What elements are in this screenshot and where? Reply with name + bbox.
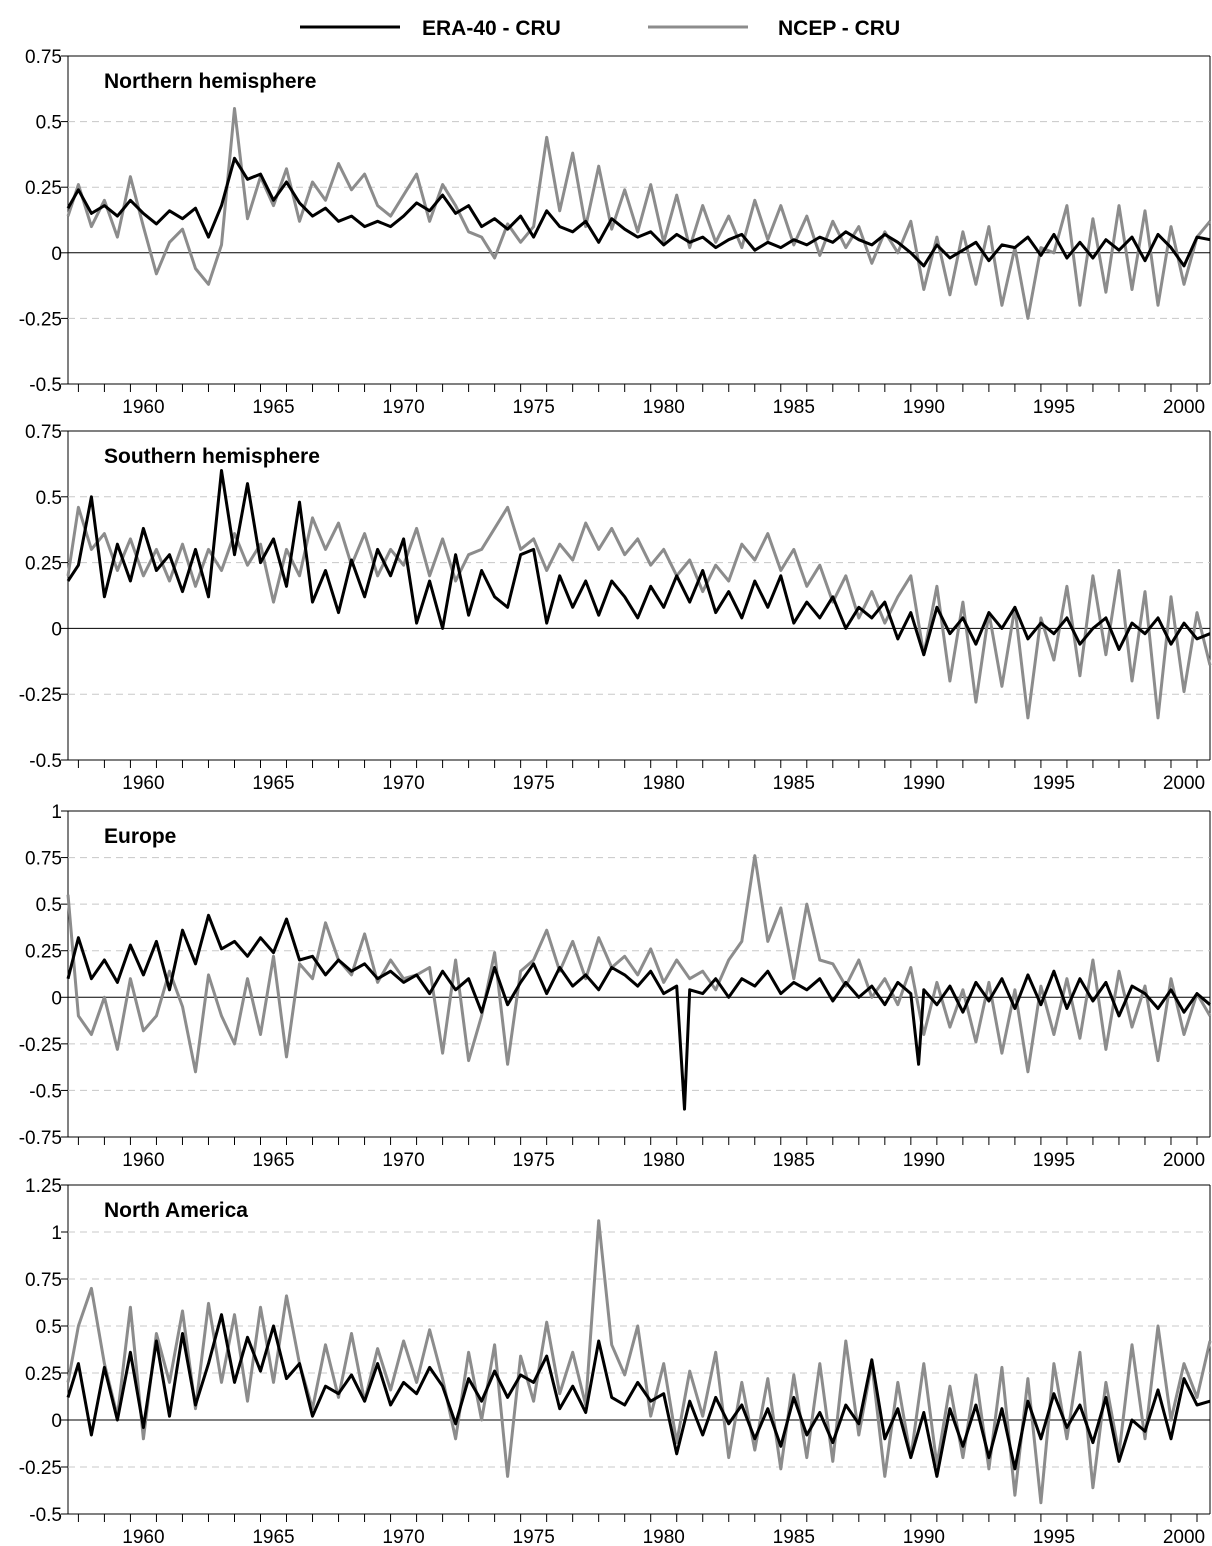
- y-tick-label: 1.25: [25, 1176, 62, 1197]
- chart-panel-1: -0.5 -0.25 0 0.25 0.5 0.75 1960 1965 1970 1975 198…: [19, 422, 1212, 794]
- series-line-era40-cru: [66, 1313, 1211, 1478]
- x-tick-label: 1975: [513, 1527, 555, 1546]
- x-tick-label: 1995: [1033, 1527, 1075, 1546]
- y-tick-label: 0.25: [25, 942, 62, 963]
- y-tick-label: 0: [51, 619, 62, 640]
- legend-label-ncep: NCEP - CRU: [778, 17, 900, 40]
- panel-title: Southern hemisphere: [104, 445, 320, 468]
- x-tick-label: 1970: [382, 397, 424, 418]
- y-tick-label: -0.25: [19, 1035, 62, 1056]
- x-tick-label: 1980: [643, 397, 685, 418]
- panel-title: North America: [104, 1199, 248, 1222]
- x-tick-label: 2000: [1163, 1150, 1205, 1171]
- y-tick-label: 0: [51, 244, 62, 265]
- x-tick-label: 1985: [773, 1527, 815, 1546]
- chart-panel-2: -0.75 -0.5 -0.25 0 0.25 0.5 0.75 1 1960 1965 1970 1…: [19, 802, 1212, 1171]
- x-tick-label: 1980: [643, 1527, 685, 1546]
- y-tick-label: -0.5: [29, 375, 62, 396]
- x-tick-label: 1995: [1033, 397, 1075, 418]
- legend: ERA-40 - CRU NCEP - CRU: [300, 17, 900, 40]
- y-tick-label: -0.5: [29, 1505, 62, 1526]
- series-line-ncep-cru: [66, 107, 1212, 320]
- y-tick-label: 0.5: [36, 488, 62, 509]
- x-tick-label: 1990: [903, 1527, 945, 1546]
- x-tick-label: 1995: [1033, 773, 1075, 794]
- y-tick-label: 0.25: [25, 554, 62, 575]
- y-tick-label: -0.25: [19, 1458, 62, 1479]
- x-tick-label: 1970: [382, 1150, 424, 1171]
- panel-title: Europe: [104, 825, 176, 848]
- x-tick-label: 1960: [122, 1527, 164, 1546]
- x-tick-label: 1965: [252, 773, 294, 794]
- y-tick-label: 0.5: [36, 113, 62, 134]
- x-tick-label: 1970: [382, 773, 424, 794]
- x-tick-label: 1985: [773, 397, 815, 418]
- y-tick-label: 1: [51, 1223, 62, 1244]
- y-tick-label: -0.75: [19, 1128, 62, 1149]
- y-tick-label: -0.25: [19, 685, 62, 706]
- legend-label-era: ERA-40 - CRU: [422, 17, 561, 40]
- series-line-ncep-cru: [66, 1219, 1212, 1505]
- y-tick-label: 0.25: [25, 178, 62, 199]
- panel-title: Northern hemisphere: [104, 70, 316, 93]
- y-tick-label: -0.5: [29, 751, 62, 772]
- y-tick-label: 0.75: [25, 422, 62, 443]
- x-tick-label: 1975: [513, 1150, 555, 1171]
- x-tick-label: 2000: [1163, 1527, 1205, 1546]
- y-tick-label: 0.75: [25, 47, 62, 68]
- x-tick-label: 1995: [1033, 1150, 1075, 1171]
- chart-panel-0: -0.5 -0.25 0 0.25 0.5 0.75 1960 1965 1970 1975 198…: [19, 47, 1212, 418]
- x-tick-label: 2000: [1163, 773, 1205, 794]
- x-tick-label: 1980: [643, 773, 685, 794]
- y-tick-label: 1: [51, 802, 62, 823]
- y-tick-label: 0.5: [36, 895, 62, 916]
- x-tick-label: 1960: [122, 773, 164, 794]
- x-tick-label: 1965: [252, 397, 294, 418]
- y-tick-label: 0.5: [36, 1317, 62, 1338]
- x-tick-label: 1975: [513, 397, 555, 418]
- x-tick-label: 1985: [773, 1150, 815, 1171]
- y-tick-label: 0.25: [25, 1364, 62, 1385]
- x-tick-label: 1990: [903, 1150, 945, 1171]
- chart-panel-3: -0.5 -0.25 0 0.25 0.5 0.75 1 1.25 1960 1965 1970 19…: [19, 1176, 1212, 1546]
- y-tick-label: 0: [51, 1411, 62, 1432]
- x-tick-label: 1970: [382, 1527, 424, 1546]
- x-tick-label: 1960: [122, 397, 164, 418]
- series-line-era40-cru: [66, 156, 1211, 268]
- x-tick-label: 1980: [643, 1150, 685, 1171]
- x-tick-label: 1975: [513, 773, 555, 794]
- x-tick-label: 1990: [903, 397, 945, 418]
- y-tick-label: -0.25: [19, 309, 62, 330]
- x-tick-label: 1965: [252, 1527, 294, 1546]
- series-line-era40-cru: [66, 913, 1211, 1111]
- x-tick-label: 1965: [252, 1150, 294, 1171]
- x-tick-label: 1985: [773, 773, 815, 794]
- x-tick-label: 1960: [122, 1150, 164, 1171]
- series-line-ncep-cru: [66, 854, 1212, 1074]
- y-tick-label: 0.75: [25, 849, 62, 870]
- series-line-ncep-cru: [66, 505, 1212, 720]
- series-line-era40-cru: [66, 469, 1211, 657]
- y-tick-label: 0: [51, 988, 62, 1009]
- x-tick-label: 1990: [903, 773, 945, 794]
- x-tick-label: 2000: [1163, 397, 1205, 418]
- chart-panels: -0.5 -0.25 0 0.25 0.5 0.75 1960 1965 1970 1975 198…: [19, 47, 1212, 1546]
- y-tick-label: -0.5: [29, 1081, 62, 1102]
- y-tick-label: 0.75: [25, 1270, 62, 1291]
